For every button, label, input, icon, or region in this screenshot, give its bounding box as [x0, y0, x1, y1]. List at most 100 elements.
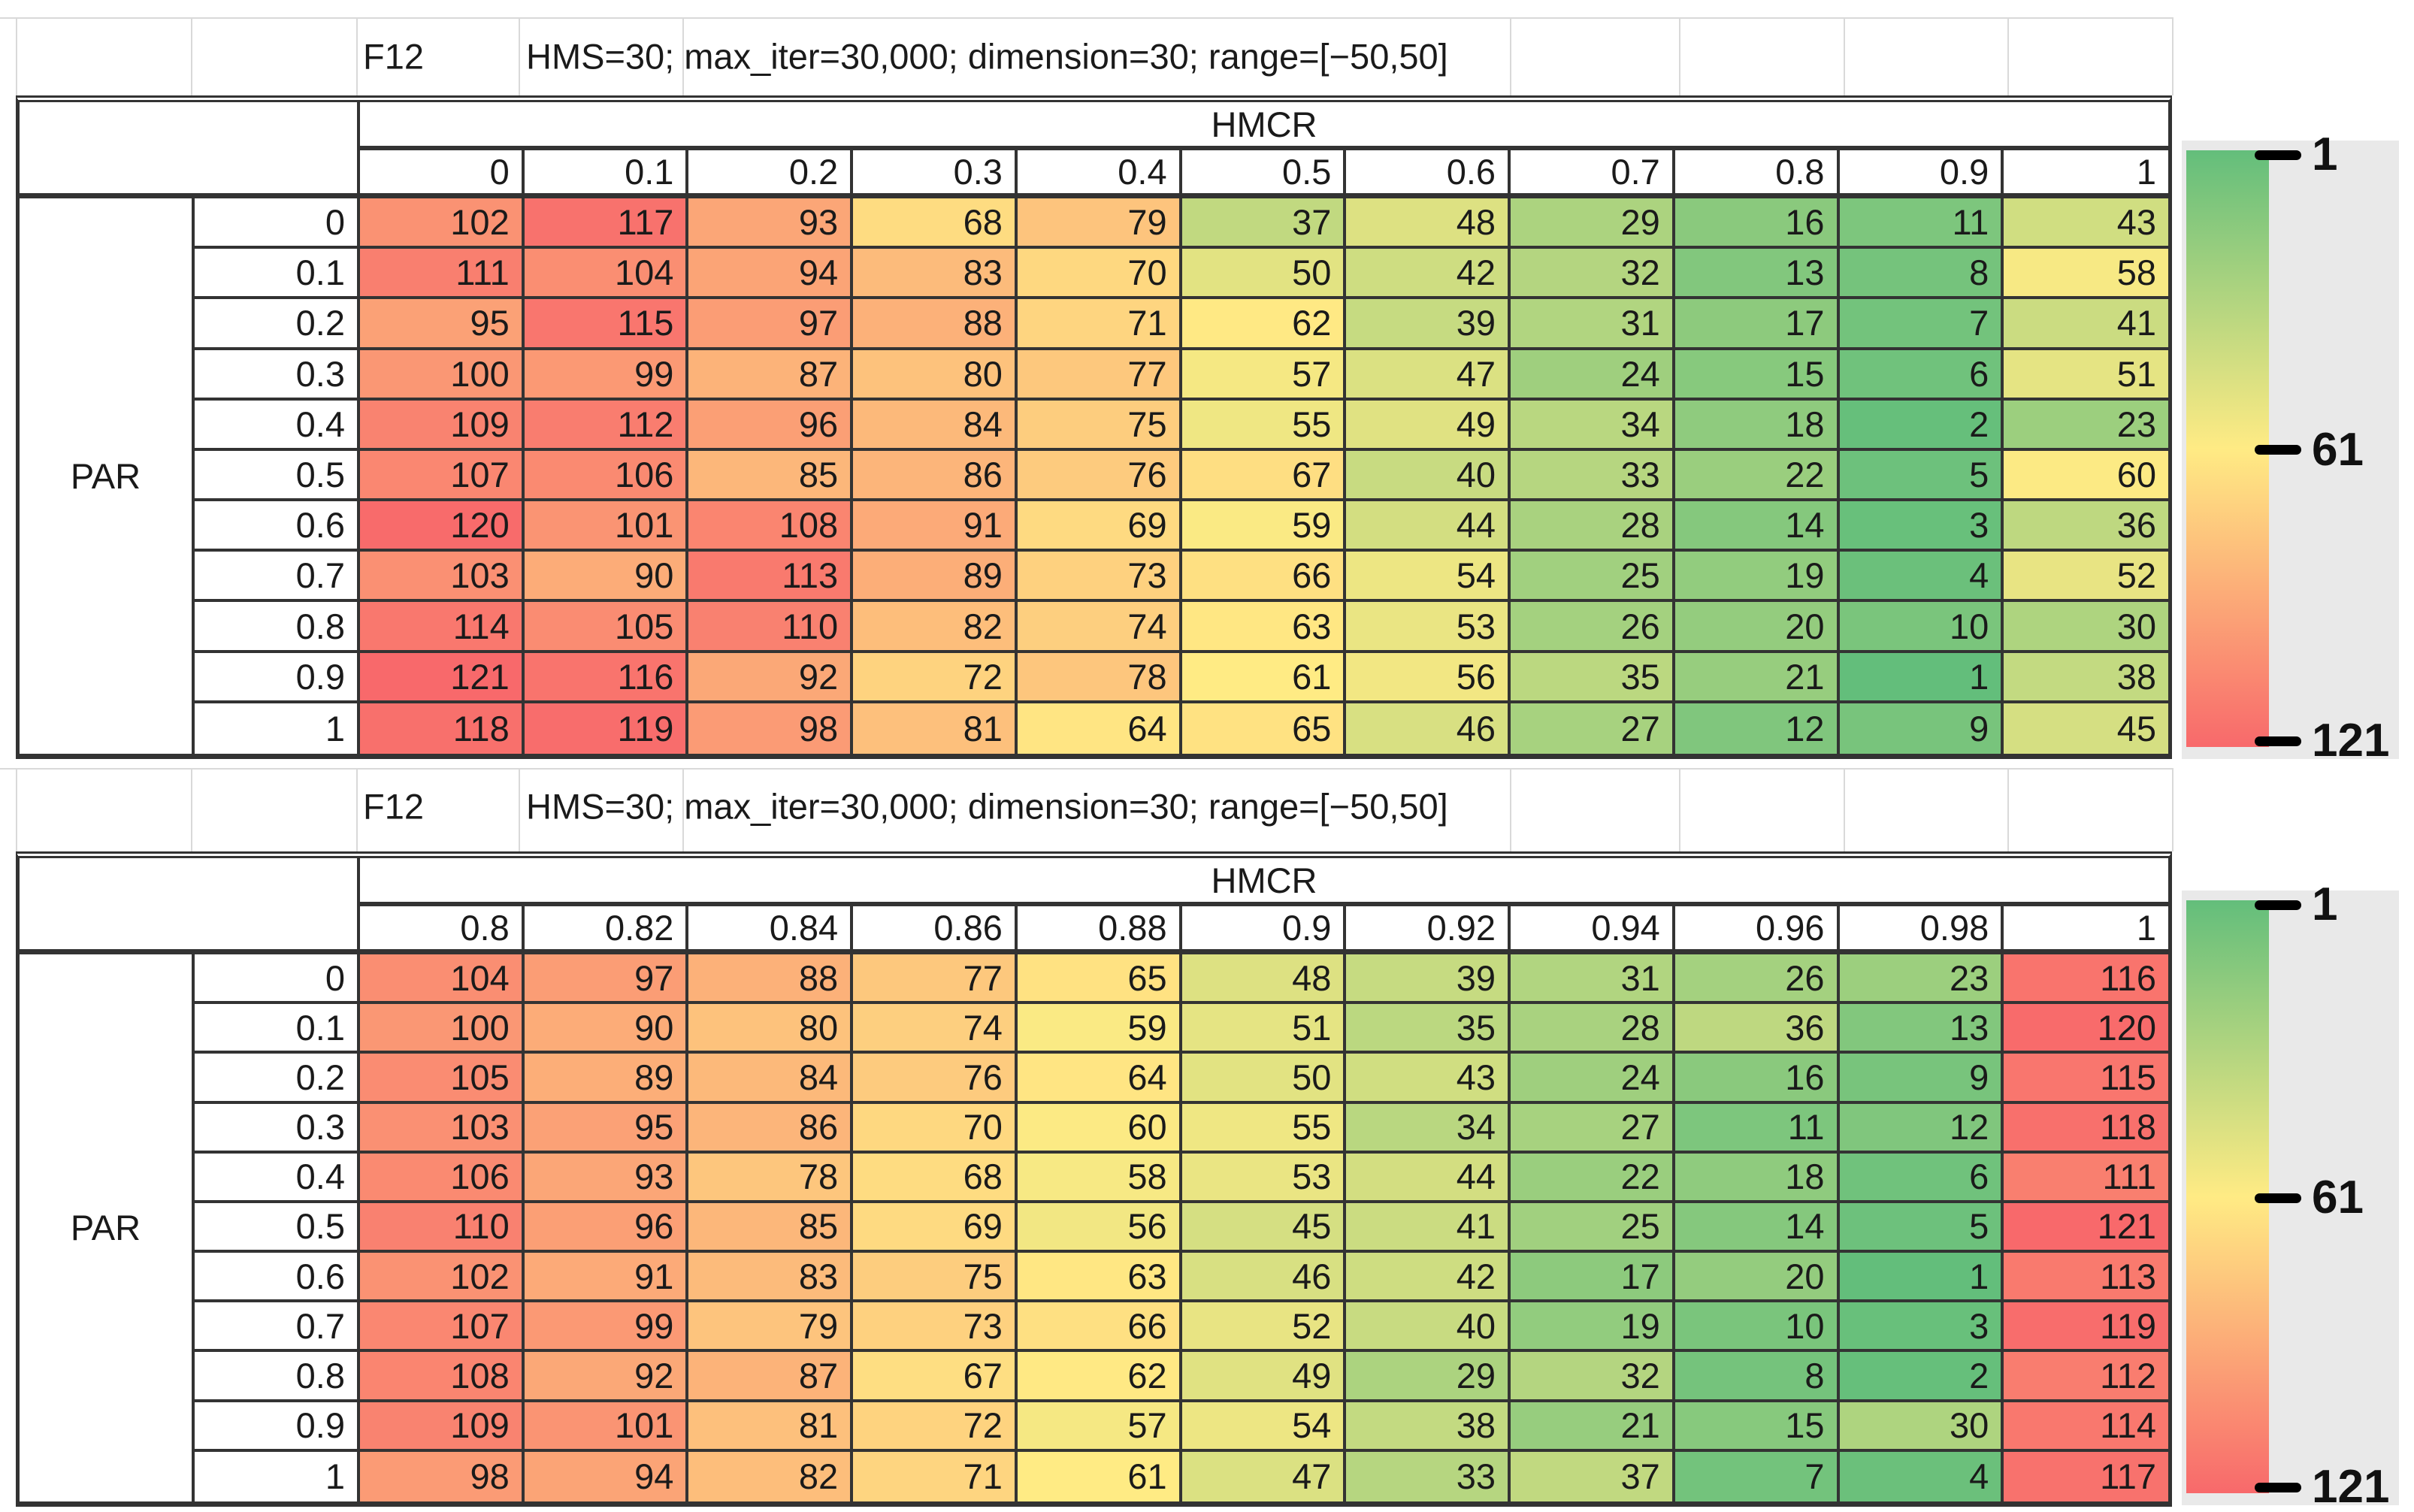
heatmap-cell: 28 — [1511, 501, 1675, 552]
heatmap-cell: 22 — [1511, 1153, 1675, 1203]
par-value-header: 0.9 — [195, 652, 360, 703]
heatmap-cell: 104 — [524, 249, 689, 300]
heatmap-cell: 30 — [1839, 1402, 2004, 1452]
heatmap-cell: 118 — [2004, 1103, 2168, 1154]
heatmap-cell: 24 — [1511, 1054, 1675, 1104]
hmcr-value-header: 0.9 — [1839, 150, 2004, 198]
heatmap-cell: 48 — [1346, 198, 1511, 249]
heatmap-cell: 102 — [360, 198, 525, 249]
color-scale-legend-bottom: 1 61 121 — [2182, 881, 2399, 1510]
heatmap-cell: 45 — [2004, 703, 2168, 754]
heatmap-cell: 117 — [524, 198, 689, 249]
heatmap-cell: 62 — [1181, 299, 1347, 350]
heatmap-cell: 88 — [688, 954, 854, 1005]
table1-function-label: F12 — [363, 36, 424, 77]
legend-tick-mark — [2255, 150, 2301, 160]
heatmap-cell: 34 — [1346, 1103, 1511, 1154]
heatmap-cell: 6 — [1839, 349, 2004, 401]
heatmap-cell: 119 — [524, 703, 689, 754]
heatmap-cell: 36 — [2004, 501, 2168, 552]
heatmap-cell: 37 — [1181, 198, 1347, 249]
heatmap-cell: 97 — [688, 299, 854, 350]
heatmap-cell: 2 — [1839, 400, 2004, 451]
heatmap-cell: 22 — [1674, 450, 1840, 502]
heatmap-cell: 106 — [524, 450, 689, 502]
heatmap-cell: 65 — [1017, 954, 1182, 1005]
heatmap-cell: 96 — [688, 400, 854, 451]
heatmap-table-top: HMCR 0 0.1 0.2 0.3 0.4 0.5 0.6 0.7 0.8 0.9 1 PAR 0 0.1… — [16, 95, 2172, 759]
legend-tick-121: 121 — [2255, 1464, 2389, 1510]
legend-tick-1: 1 — [2255, 132, 2337, 178]
legend-tick-label: 1 — [2312, 878, 2338, 930]
heatmap-cell: 111 — [360, 249, 525, 300]
heatmap-cell: 59 — [1181, 501, 1347, 552]
heatmap-cell: 107 — [360, 1302, 525, 1353]
heatmap-cell: 47 — [1346, 349, 1511, 401]
heatmap-cell: 91 — [524, 1253, 689, 1303]
heatmap-cell: 11 — [1839, 198, 2004, 249]
heatmap-cell: 86 — [688, 1103, 854, 1154]
heatmap-cell: 43 — [1346, 1054, 1511, 1104]
gridline — [1844, 768, 1845, 851]
heatmap-cell: 93 — [688, 198, 854, 249]
table2-function-label: F12 — [363, 786, 424, 826]
heatmap-cell: 105 — [360, 1054, 525, 1104]
heatmap-cell: 72 — [853, 1402, 1018, 1452]
heatmap-cell: 107 — [360, 450, 525, 502]
heatmap-cell: 5 — [1839, 1202, 2004, 1253]
heatmap-cell: 14 — [1674, 501, 1840, 552]
heatmap-cell: 42 — [1346, 249, 1511, 300]
hmcr-axis-label: HMCR — [360, 102, 2168, 150]
heatmap-cell: 10 — [1674, 1302, 1840, 1353]
heatmap-cell: 25 — [1511, 552, 1675, 603]
heatmap-cell: 65 — [1181, 703, 1347, 754]
gridline — [16, 768, 17, 851]
heatmap-cell: 78 — [688, 1153, 854, 1203]
heatmap-cell: 23 — [2004, 400, 2168, 451]
heatmap-cell: 99 — [524, 349, 689, 401]
heatmap-cell: 119 — [2004, 1302, 2168, 1353]
heatmap-cell: 46 — [1346, 703, 1511, 754]
heatmap-cell: 42 — [1346, 1253, 1511, 1303]
heatmap-cell: 62 — [1017, 1352, 1182, 1402]
heatmap-cell: 4 — [1839, 1451, 2004, 1501]
heatmap-cell: 21 — [1511, 1402, 1675, 1452]
heatmap-cell: 31 — [1511, 954, 1675, 1005]
heatmap-cell: 94 — [524, 1451, 689, 1501]
par-value-header: 0.3 — [195, 349, 360, 401]
par-value-header: 0.6 — [195, 501, 360, 552]
heatmap-cell: 121 — [2004, 1202, 2168, 1253]
legend-tick-61: 61 — [2255, 1175, 2364, 1221]
heatmap-cell: 91 — [853, 501, 1018, 552]
gridline — [0, 768, 2172, 770]
gridline — [191, 17, 192, 95]
heatmap-cell: 90 — [524, 552, 689, 603]
hmcr-value-header: 0.82 — [524, 906, 689, 954]
heatmap-cell: 2 — [1839, 1352, 2004, 1402]
corner-cell — [20, 102, 360, 198]
heatmap-cell: 27 — [1511, 703, 1675, 754]
heatmap-cell: 19 — [1511, 1302, 1675, 1353]
hmcr-value-header: 0.8 — [360, 906, 525, 954]
hmcr-value-header: 0.8 — [1674, 150, 1840, 198]
legend-tick-61: 61 — [2255, 426, 2364, 473]
heatmap-cell: 18 — [1674, 400, 1840, 451]
heatmap-cell: 56 — [1017, 1202, 1182, 1253]
heatmap-cell: 121 — [360, 652, 525, 703]
heatmap-cell: 51 — [2004, 349, 2168, 401]
heatmap-cell: 76 — [1017, 450, 1182, 502]
gridline — [2007, 17, 2009, 95]
heatmap-cell: 112 — [2004, 1352, 2168, 1402]
heatmap-cell: 104 — [360, 954, 525, 1005]
gridline — [2172, 768, 2174, 851]
heatmap-cell: 61 — [1181, 652, 1347, 703]
heatmap-cell: 12 — [1674, 703, 1840, 754]
heatmap-cell: 57 — [1181, 349, 1347, 401]
par-value-header: 0.2 — [195, 299, 360, 350]
hmcr-value-header: 0.84 — [688, 906, 854, 954]
heatmap-cell: 19 — [1674, 552, 1840, 603]
heatmap-cell: 33 — [1511, 450, 1675, 502]
heatmap-cell: 35 — [1346, 1004, 1511, 1054]
heatmap-cell: 117 — [2004, 1451, 2168, 1501]
heatmap-cell: 84 — [688, 1054, 854, 1104]
